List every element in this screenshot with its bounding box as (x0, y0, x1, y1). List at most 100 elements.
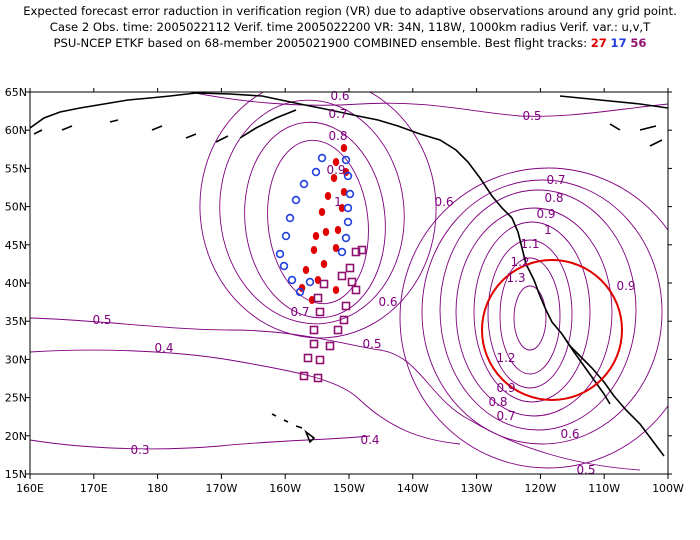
ensemble-info: PSU-NCEP ETKF based on 68-member 2005021… (0, 36, 700, 50)
lon-label: 130W (461, 482, 493, 495)
track-purple-point (309, 339, 319, 349)
verification-region-circle (481, 259, 623, 401)
contour-label: 0.9 (616, 279, 635, 293)
lat-label: 20N (5, 430, 27, 443)
track-red-point (332, 158, 340, 166)
track-purple-label: 56 (630, 36, 647, 50)
track-red-point (312, 232, 320, 240)
contour-label: 0.7 (290, 305, 309, 319)
track-red-point (334, 226, 342, 234)
hawaii-islands (271, 413, 316, 444)
contour-east-1.3 (513, 285, 547, 351)
track-blue-point (305, 277, 315, 287)
track-red-point (340, 188, 348, 196)
contour-label: 0.6 (560, 427, 579, 441)
contour-label: 0.8 (488, 395, 507, 409)
track-blue-point (311, 167, 321, 177)
track-purple-point (315, 355, 325, 365)
contour-label: 0.5 (362, 337, 381, 351)
track-purple-point (309, 325, 319, 335)
lon-label: 100W (652, 482, 684, 495)
contour-label: 0.9 (536, 207, 555, 221)
contour-label: 0.6 (330, 89, 349, 103)
lat-label: 65N (5, 86, 27, 99)
contour-lines (30, 92, 668, 471)
track-red-point (330, 174, 338, 182)
track-blue-point (343, 203, 353, 213)
contour-0.5-north (189, 92, 668, 117)
track-blue-point (275, 249, 285, 259)
track-red-point (332, 286, 340, 294)
track-purple-point (339, 315, 349, 325)
contour-label: 0.5 (576, 463, 595, 477)
canada-coast (559, 95, 668, 147)
alaska-coast (30, 92, 513, 219)
track-blue-point (281, 231, 291, 241)
contour-label: 0.9 (326, 163, 345, 177)
contour-west-0.6 (199, 92, 437, 339)
contour-0.4 (30, 349, 461, 445)
contour-label: 0.7 (496, 409, 515, 423)
track-red-point (338, 204, 346, 212)
track-purple-point (303, 353, 313, 363)
track-blue-point (341, 155, 351, 165)
lat-label: 40N (5, 277, 27, 290)
aleutians-coast (33, 109, 297, 143)
flight-track-markers (275, 144, 367, 383)
track-blue-point (345, 189, 355, 199)
track-blue-point (285, 213, 295, 223)
baja-california-coast (565, 339, 611, 405)
lon-label: 120W (524, 482, 556, 495)
lat-label: 60N (5, 124, 27, 137)
track-red-point (322, 228, 330, 236)
track-purple-point (347, 277, 357, 287)
contour-label: 0.3 (130, 443, 149, 457)
contour-east-0.8 (439, 189, 637, 431)
contour-label: 0.5 (92, 313, 111, 327)
contour-label: 1 (544, 223, 552, 237)
contour-label: 1.1 (520, 237, 539, 251)
contour-label: 0.6 (378, 295, 397, 309)
contour-label: 1 (334, 195, 342, 209)
track-red-point (302, 266, 310, 274)
track-purple-point (345, 263, 355, 273)
track-blue-point (299, 179, 309, 189)
longitude-axis: 160E 170E 180 170W 160W 150W 140W 130W 120W 110W 1… (16, 482, 684, 495)
track-red-point (340, 144, 348, 152)
track-blue-point (343, 217, 353, 227)
contour-east-0.7 (421, 179, 663, 445)
case-info: Case 2 Obs. time: 2005022112 Verif. time… (49, 20, 651, 34)
track-purple-point (337, 271, 347, 281)
track-blue-point (279, 261, 289, 271)
track-red-point (314, 276, 322, 284)
track-blue-point (287, 275, 297, 285)
lon-label: 160E (16, 482, 44, 495)
lat-label: 45N (5, 239, 27, 252)
contour-west-0.8 (244, 121, 386, 319)
track-red-point (310, 246, 318, 254)
lon-label: 170W (205, 482, 237, 495)
lat-label: 15N (5, 468, 27, 481)
contour-west-0.9 (267, 139, 369, 305)
contour-east-1.1 (487, 239, 573, 389)
track-blue-point (337, 247, 347, 257)
track-purple-point (351, 247, 361, 257)
track-purple-point (313, 373, 323, 383)
contour-east-0.9 (455, 207, 613, 417)
lat-label: 55N (5, 162, 27, 175)
track-red-point (308, 296, 316, 304)
contour-east-0.6 (399, 167, 668, 469)
contour-label: 0.8 (328, 129, 347, 143)
track-purple-point (313, 293, 323, 303)
lon-label: 140W (397, 482, 429, 495)
lon-label: 150W (333, 482, 365, 495)
lat-label: 30N (5, 353, 27, 366)
contour-label: 1.2 (510, 255, 529, 269)
track-purple-point (341, 301, 351, 311)
track-red-point (324, 192, 332, 200)
coastlines (30, 92, 668, 457)
track-purple-point (315, 307, 325, 317)
lon-label: 170E (80, 482, 108, 495)
ensemble-info-text: PSU-NCEP ETKF based on 68-member 2005021… (53, 36, 588, 50)
